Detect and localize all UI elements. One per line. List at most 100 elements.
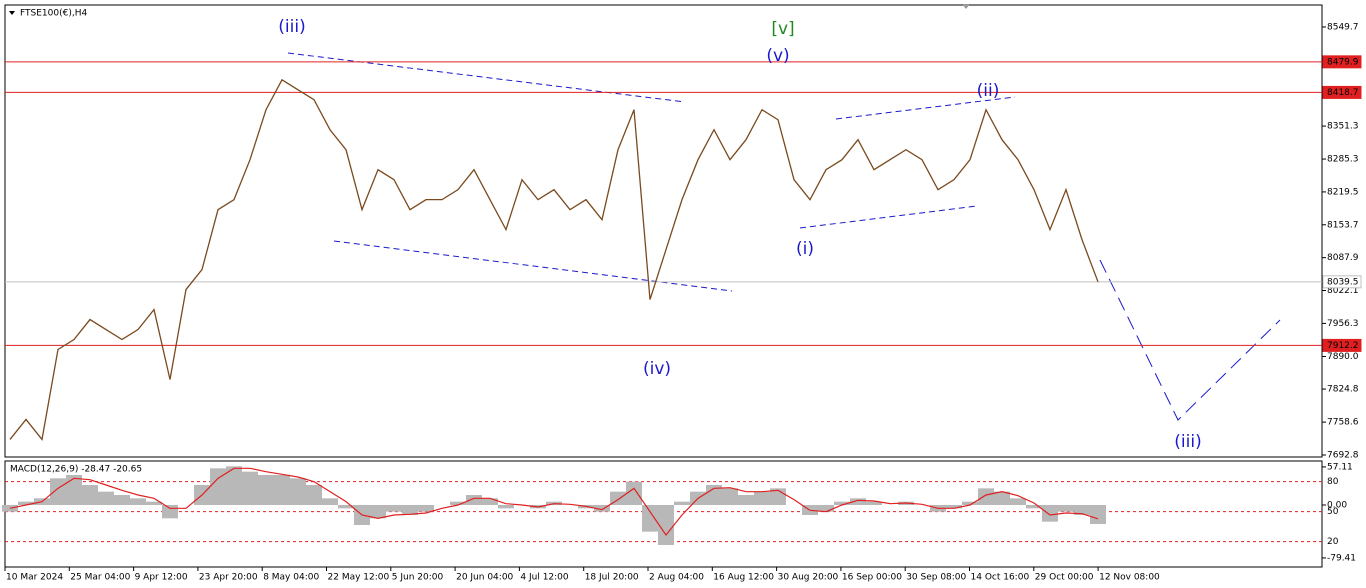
- macd-bar: [706, 485, 722, 505]
- macd-panel: [4, 460, 1323, 568]
- macd-bar: [146, 501, 162, 505]
- x-tick-label: 8 May 04:00: [263, 573, 319, 583]
- wave-label: (iv): [643, 359, 671, 379]
- macd-bar: [626, 481, 642, 505]
- macd-bar: [402, 505, 418, 515]
- macd-bar: [130, 498, 146, 505]
- y-tick-label: 8285.3: [1327, 155, 1359, 165]
- macd-level-label: 80: [1327, 477, 1339, 487]
- x-tick-label: 5 Jun 20:00: [392, 573, 444, 583]
- macd-bar: [50, 478, 66, 505]
- level-label-box: [1322, 85, 1362, 99]
- y-tick-label: 7824.8: [1327, 385, 1359, 395]
- macd-bar: [466, 495, 482, 505]
- macd-bar: [946, 505, 962, 509]
- macd-bar: [274, 475, 290, 505]
- x-tick-label: 23 Apr 20:00: [199, 573, 258, 583]
- y-tick-label: 8351.3: [1327, 122, 1359, 132]
- level-label: 8418.7: [1327, 88, 1359, 98]
- macd-bar: [98, 491, 114, 505]
- macd-bar: [450, 501, 466, 505]
- price-line: [9, 78, 1099, 441]
- y-tick-label: 7758.6: [1327, 418, 1359, 428]
- wave-label: (i): [796, 239, 814, 259]
- y-tick-label: 8087.9: [1327, 253, 1359, 263]
- x-tick-label: 12 Nov 08:00: [1099, 573, 1160, 583]
- macd-y-tick-label: 57.11: [1327, 462, 1353, 472]
- macd-bar: [834, 501, 850, 505]
- macd-bar: [290, 478, 306, 505]
- macd-bar: [1042, 505, 1058, 522]
- x-tick-label: 30 Aug 20:00: [778, 573, 839, 583]
- macd-bar: [322, 498, 338, 505]
- macd-bar: [674, 501, 690, 505]
- x-tick-label: 2 Aug 04:00: [649, 573, 704, 583]
- x-tick-label: 18 Jul 20:00: [585, 573, 639, 583]
- macd-level-label: 50: [1327, 507, 1339, 517]
- y-tick-label: 8022.1: [1327, 286, 1359, 296]
- wave-label: (iii): [1174, 432, 1201, 452]
- macd-bar: [994, 491, 1010, 505]
- macd-bar: [258, 475, 274, 505]
- macd-bar: [738, 495, 754, 505]
- wave-label: (iii): [278, 17, 305, 37]
- y-tick-label: 7692.8: [1327, 451, 1359, 461]
- macd-signal: [9, 467, 1099, 537]
- trend-lines: [287, 52, 1016, 292]
- x-tick-label: 25 Mar 04:00: [70, 573, 130, 583]
- macd-bar: [82, 485, 98, 505]
- wave-label: [v]: [771, 19, 794, 39]
- macd-bar: [1090, 505, 1106, 524]
- macd-bar: [418, 505, 434, 512]
- macd-bar: [338, 505, 354, 509]
- macd-y-tick-label: -79.41: [1327, 553, 1356, 563]
- macd-level-label: 20: [1327, 537, 1339, 547]
- macd-bar: [722, 488, 738, 505]
- macd-bar: [498, 505, 514, 509]
- macd-bar: [386, 505, 402, 512]
- macd-y-tick-label: 0.00: [1327, 501, 1347, 511]
- level-label: 8479.9: [1327, 57, 1359, 67]
- main-panel: [4, 4, 1323, 458]
- x-tick-label: 30 Sep 08:00: [906, 573, 966, 583]
- y-tick-label: 8219.5: [1327, 187, 1359, 197]
- macd-bar: [482, 498, 498, 505]
- macd-bar: [658, 505, 674, 545]
- macd-bar: [306, 485, 322, 505]
- x-tick-label: 16 Sep 00:00: [842, 573, 902, 583]
- macd-bar: [866, 501, 882, 505]
- trend-line: [287, 52, 686, 103]
- level-label-box: [1322, 55, 1362, 69]
- macd-bar: [1058, 505, 1074, 512]
- menu-marker: [9, 11, 15, 15]
- y-tick-label: 7890.0: [1327, 352, 1359, 362]
- x-tick-label: 22 May 12:00: [328, 573, 390, 583]
- macd-bar: [818, 505, 834, 512]
- macd-bar: [18, 501, 34, 505]
- trend-line: [835, 96, 1016, 120]
- macd-bar: [594, 505, 610, 512]
- level-label-box: [1322, 338, 1362, 352]
- x-tick-label: 16 Aug 12:00: [713, 573, 774, 583]
- macd-bar: [962, 501, 978, 505]
- chart-title: FTSE100(€),H4: [20, 9, 87, 19]
- macd-bar: [754, 491, 770, 505]
- x-tick-label: 29 Oct 00:00: [1035, 573, 1094, 583]
- macd-bar: [114, 495, 130, 505]
- wave-label: (v): [766, 46, 789, 66]
- macd-bar: [978, 488, 994, 505]
- macd-bar: [226, 466, 242, 505]
- trend-line: [333, 240, 733, 292]
- x-tick-label: 9 Apr 12:00: [135, 573, 188, 583]
- macd-bar: [162, 505, 178, 519]
- macd-bar: [210, 468, 226, 505]
- macd-bar: [1026, 505, 1042, 509]
- level-label-box: [1322, 275, 1362, 289]
- y-tick-label: 8153.7: [1327, 220, 1359, 230]
- wave-label: (ii): [977, 81, 1000, 101]
- level-label: 8039.5: [1327, 277, 1359, 287]
- macd-title: MACD(12,26,9) -28.47 -20.65: [10, 465, 142, 475]
- x-tick-label: 20 Jun 04:00: [456, 573, 513, 583]
- x-tick-label: 10 Mar 2024: [6, 573, 63, 583]
